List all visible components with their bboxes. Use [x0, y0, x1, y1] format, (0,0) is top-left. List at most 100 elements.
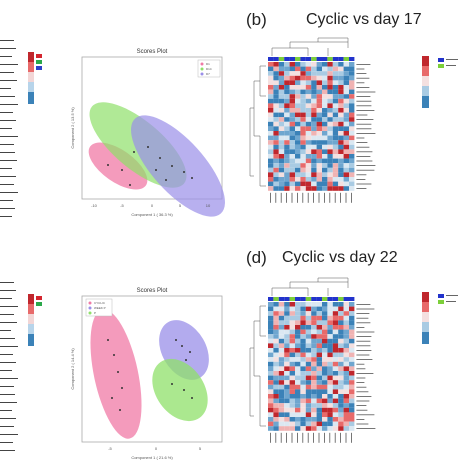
heatmap-cell — [284, 338, 290, 344]
heatmap-cell — [278, 371, 285, 376]
heatmap-cell — [289, 426, 295, 431]
heatmap-cell — [295, 66, 301, 72]
heatmap-cell — [349, 140, 355, 145]
heatmap-cell — [338, 325, 344, 330]
heatmap-cell — [349, 154, 355, 159]
heatmap-cell — [322, 338, 328, 344]
heatmap-cell — [289, 371, 295, 376]
heatmap-cell — [316, 421, 322, 427]
heatmap-cell — [343, 329, 349, 335]
heatmap-cell — [268, 117, 274, 122]
heatmap-row-label-mark — [356, 96, 371, 97]
heatmap-cell — [349, 117, 355, 122]
heatmap-cell — [268, 371, 274, 376]
heatmap-cell — [284, 366, 290, 371]
heatmap-cell — [332, 348, 339, 353]
heatmap-cell — [284, 172, 290, 177]
heatmap-cell — [332, 334, 339, 339]
heatmap-cell — [327, 75, 333, 81]
heatmap-cell — [295, 412, 301, 417]
heatmap-cell — [322, 412, 328, 417]
heatmap-cell — [284, 177, 290, 182]
heatmap-cell — [338, 320, 344, 325]
heatmap-cell — [273, 94, 279, 99]
heatmap-cell — [311, 389, 317, 394]
heatmap-cell — [268, 144, 274, 150]
heatmap-cell — [338, 338, 344, 344]
heatmap-cell — [327, 348, 333, 353]
heatmap-cell — [343, 94, 349, 99]
heatmap-cell — [316, 135, 322, 141]
heatmap-cell — [305, 117, 312, 122]
heatmap-cell — [327, 389, 333, 394]
heatmap-cell — [338, 112, 344, 118]
heatmap-cell — [316, 117, 322, 122]
heatmap-row-label-mark — [356, 331, 375, 333]
heatmap-cell — [338, 154, 344, 159]
scores-plot-2-legend-item: WEEK P — [94, 306, 106, 310]
heatmap-cell — [273, 394, 279, 399]
heatmap-cell — [278, 62, 285, 67]
heatmap-cell — [305, 348, 312, 353]
heatmap-cell — [311, 315, 317, 321]
heatmap-cell — [316, 85, 322, 90]
scores-plot-2-xlabel: Component 1 ( 21.6 %) — [131, 455, 173, 460]
heatmap-cell — [311, 85, 317, 90]
heatmap-cell — [278, 366, 285, 371]
heatmap-cell — [284, 149, 290, 154]
heatmap-cell — [300, 426, 306, 431]
heatmap-cell — [284, 375, 290, 381]
heatmap-cell — [268, 302, 274, 307]
heatmap-cell — [311, 352, 317, 358]
heatmap-cell — [289, 186, 295, 191]
heatmap-cell — [295, 352, 301, 358]
heatmap-row-label-mark — [356, 308, 375, 310]
heatmap-cell — [316, 80, 322, 85]
heatmap-cell — [343, 131, 349, 136]
scores-plot-1-pink-ellipse — [88, 142, 148, 190]
heatmap-cell — [349, 126, 355, 131]
heatmap-cell — [273, 89, 279, 95]
heatmap-col-label-mark — [280, 432, 282, 443]
heatmap-group-bar-cell — [289, 57, 295, 61]
heatmap-cell — [305, 352, 312, 358]
heatmap-cell — [327, 163, 333, 168]
scores-plot-1-xtick: -5 — [120, 203, 124, 208]
scores-plot-1-xtick: 10 — [206, 203, 211, 208]
heatmap-cell — [332, 98, 339, 104]
heatmap-cell — [332, 154, 339, 159]
heatmap-cell — [349, 320, 355, 325]
heatmap-cell — [273, 75, 279, 81]
heatmap-row-label-mark — [356, 409, 368, 411]
heatmap-col-label-mark — [313, 432, 314, 443]
heatmap-cell — [311, 135, 317, 141]
heatmap-cell — [295, 103, 301, 108]
heatmap-col-label-mark — [340, 432, 341, 443]
heatmap-col-label-mark — [302, 432, 304, 443]
heatmap-cell — [338, 186, 344, 191]
heatmap-cell — [322, 343, 328, 348]
heatmap-col-label-mark — [280, 192, 282, 203]
heatmap-cell — [273, 108, 279, 113]
heatmap-cell — [305, 94, 312, 99]
heatmap-cell — [300, 407, 306, 413]
heatmap-col-label-mark — [334, 432, 336, 443]
heatmap-group-bar-cell — [273, 57, 279, 61]
heatmap-cell — [284, 121, 290, 127]
heatmap-cell — [278, 426, 285, 431]
heatmap-cell — [268, 325, 274, 330]
heatmap-cell — [289, 71, 295, 76]
heatmap-cell — [327, 357, 333, 362]
heatmap-dendrogram — [271, 277, 349, 296]
heatmap-cell — [273, 121, 279, 127]
heatmap-cell — [268, 352, 274, 358]
heatmap-cell — [332, 412, 339, 417]
heatmap-cell — [349, 389, 355, 394]
heatmap-row-label-mark — [356, 345, 371, 347]
heatmap-cell — [273, 154, 279, 159]
heatmap-cell — [327, 375, 333, 381]
heatmap-cell — [316, 66, 322, 72]
heatmap-cell — [338, 389, 344, 394]
heatmap-cell — [300, 325, 306, 330]
heatmap-cell — [343, 421, 349, 427]
